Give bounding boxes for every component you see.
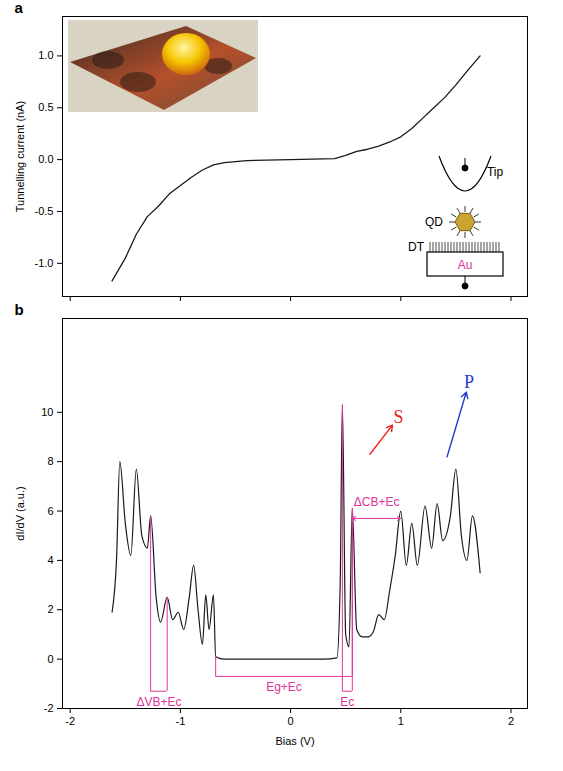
svg-text:2: 2 — [47, 603, 53, 615]
svg-text:Bias (V): Bias (V) — [275, 735, 314, 747]
svg-text:Ec: Ec — [340, 695, 354, 709]
svg-text:0: 0 — [288, 715, 294, 727]
svg-text:0.0: 0.0 — [38, 153, 53, 165]
svg-text:8: 8 — [47, 455, 53, 467]
svg-text:1.0: 1.0 — [38, 49, 53, 61]
svg-text:DT: DT — [408, 240, 425, 254]
svg-text:-0.5: -0.5 — [35, 205, 54, 217]
svg-text:dI/dV (a.u.): dI/dV (a.u.) — [14, 486, 26, 540]
svg-text:2: 2 — [508, 715, 514, 727]
svg-text:0.5: 0.5 — [38, 101, 53, 113]
svg-text:Tunnelling current (nA): Tunnelling current (nA) — [14, 101, 26, 212]
svg-text:ΔVB+Ec: ΔVB+Ec — [136, 695, 181, 709]
svg-text:1: 1 — [398, 715, 404, 727]
svg-text:-1.0: -1.0 — [35, 257, 54, 269]
svg-text:P: P — [464, 372, 474, 392]
svg-text:S: S — [394, 407, 404, 427]
svg-text:ΔCB+Ec: ΔCB+Ec — [354, 495, 400, 509]
svg-text:Tip: Tip — [487, 165, 504, 179]
svg-text:0: 0 — [47, 653, 53, 665]
svg-text:QD: QD — [425, 215, 443, 229]
svg-text:-2: -2 — [44, 702, 54, 714]
svg-text:-2: -2 — [65, 715, 75, 727]
svg-text:Eg+Ec: Eg+Ec — [266, 680, 302, 694]
svg-text:-1: -1 — [176, 715, 186, 727]
svg-text:a: a — [15, 0, 24, 16]
svg-text:Au: Au — [458, 258, 473, 272]
svg-text:4: 4 — [47, 554, 53, 566]
svg-text:6: 6 — [47, 505, 53, 517]
svg-text:b: b — [15, 302, 24, 318]
svg-text:10: 10 — [41, 406, 53, 418]
